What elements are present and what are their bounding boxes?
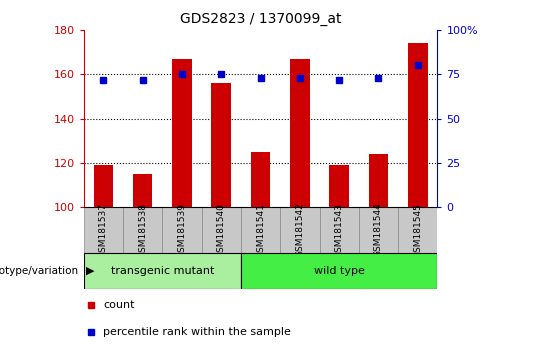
Text: GSM181537: GSM181537 [99, 202, 108, 258]
Text: GSM181541: GSM181541 [256, 202, 265, 258]
Bar [133, 174, 152, 207]
Bar [84, 207, 123, 253]
Bar [84, 253, 241, 289]
Bar [241, 207, 280, 253]
Bar [280, 207, 320, 253]
Text: ▶: ▶ [86, 266, 95, 276]
Bar [163, 207, 201, 253]
Text: count: count [103, 300, 134, 310]
Bar [93, 165, 113, 207]
Bar [329, 165, 349, 207]
Text: GSM181544: GSM181544 [374, 203, 383, 257]
Bar [212, 83, 231, 207]
Title: GDS2823 / 1370099_at: GDS2823 / 1370099_at [180, 12, 341, 26]
Bar [241, 253, 437, 289]
Text: GSM181542: GSM181542 [295, 203, 305, 257]
Bar [172, 59, 192, 207]
Bar [408, 44, 428, 207]
Text: GSM181540: GSM181540 [217, 202, 226, 258]
Text: wild type: wild type [314, 266, 364, 276]
Text: percentile rank within the sample: percentile rank within the sample [103, 327, 291, 337]
Text: transgenic mutant: transgenic mutant [111, 266, 214, 276]
Bar [251, 152, 271, 207]
Text: GSM181539: GSM181539 [178, 202, 186, 258]
Bar [290, 59, 309, 207]
Text: GSM181545: GSM181545 [413, 202, 422, 258]
Text: genotype/variation: genotype/variation [0, 266, 78, 276]
Bar [320, 207, 359, 253]
Bar [123, 207, 163, 253]
Bar [369, 154, 388, 207]
Text: GSM181543: GSM181543 [335, 202, 343, 258]
Text: GSM181538: GSM181538 [138, 202, 147, 258]
Bar [201, 207, 241, 253]
Bar [398, 207, 437, 253]
Bar [359, 207, 398, 253]
